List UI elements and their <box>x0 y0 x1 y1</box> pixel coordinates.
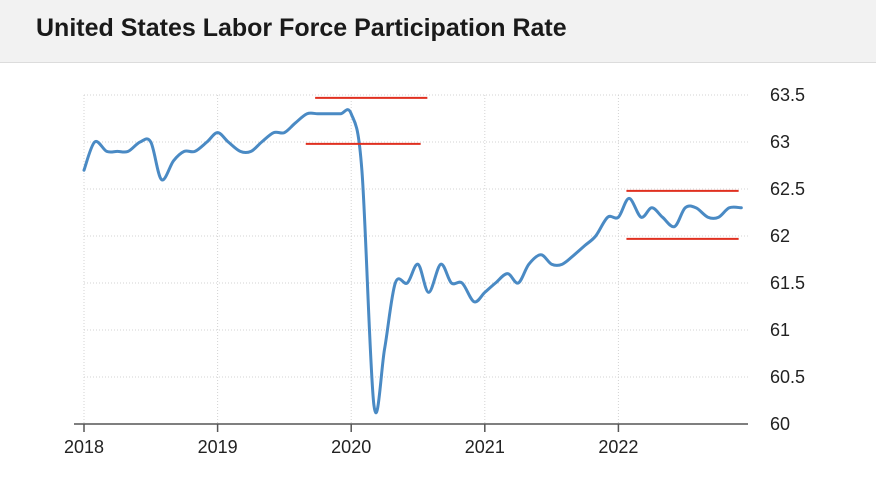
x-tick-label: 2021 <box>465 437 505 457</box>
x-axis-ticks <box>74 423 748 432</box>
y-tick-label: 61.5 <box>770 273 805 293</box>
y-tick-label: 61 <box>770 320 790 340</box>
title-bar: United States Labor Force Participation … <box>0 0 876 63</box>
line-chart: 63.5 63 62.5 62 61.5 61 60.5 60 2018 2019 2020 2021… <box>64 85 805 457</box>
y-tick-label: 63 <box>770 132 790 152</box>
y-tick-label: 63.5 <box>770 85 805 105</box>
x-tick-label: 2019 <box>198 437 238 457</box>
chart-container: 63.5 63 62.5 62 61.5 61 60.5 60 2018 2019 2020 2021… <box>0 62 876 480</box>
y-tick-label: 60.5 <box>770 367 805 387</box>
annotation-layer <box>305 96 739 240</box>
x-tick-label: 2020 <box>331 437 371 457</box>
y-tick-label: 62.5 <box>770 179 805 199</box>
gridlines <box>83 94 748 424</box>
chart-title: United States Labor Force Participation … <box>36 14 567 42</box>
tick-label-layer: 63.5 63 62.5 62 61.5 61 60.5 60 2018 2019 2020 2021… <box>64 85 805 457</box>
series-layer <box>82 108 743 415</box>
x-tick-label: 2018 <box>64 437 104 457</box>
y-tick-label: 60 <box>770 414 790 434</box>
series-line <box>82 108 743 415</box>
y-tick-label: 62 <box>770 226 790 246</box>
x-tick-label: 2022 <box>598 437 638 457</box>
